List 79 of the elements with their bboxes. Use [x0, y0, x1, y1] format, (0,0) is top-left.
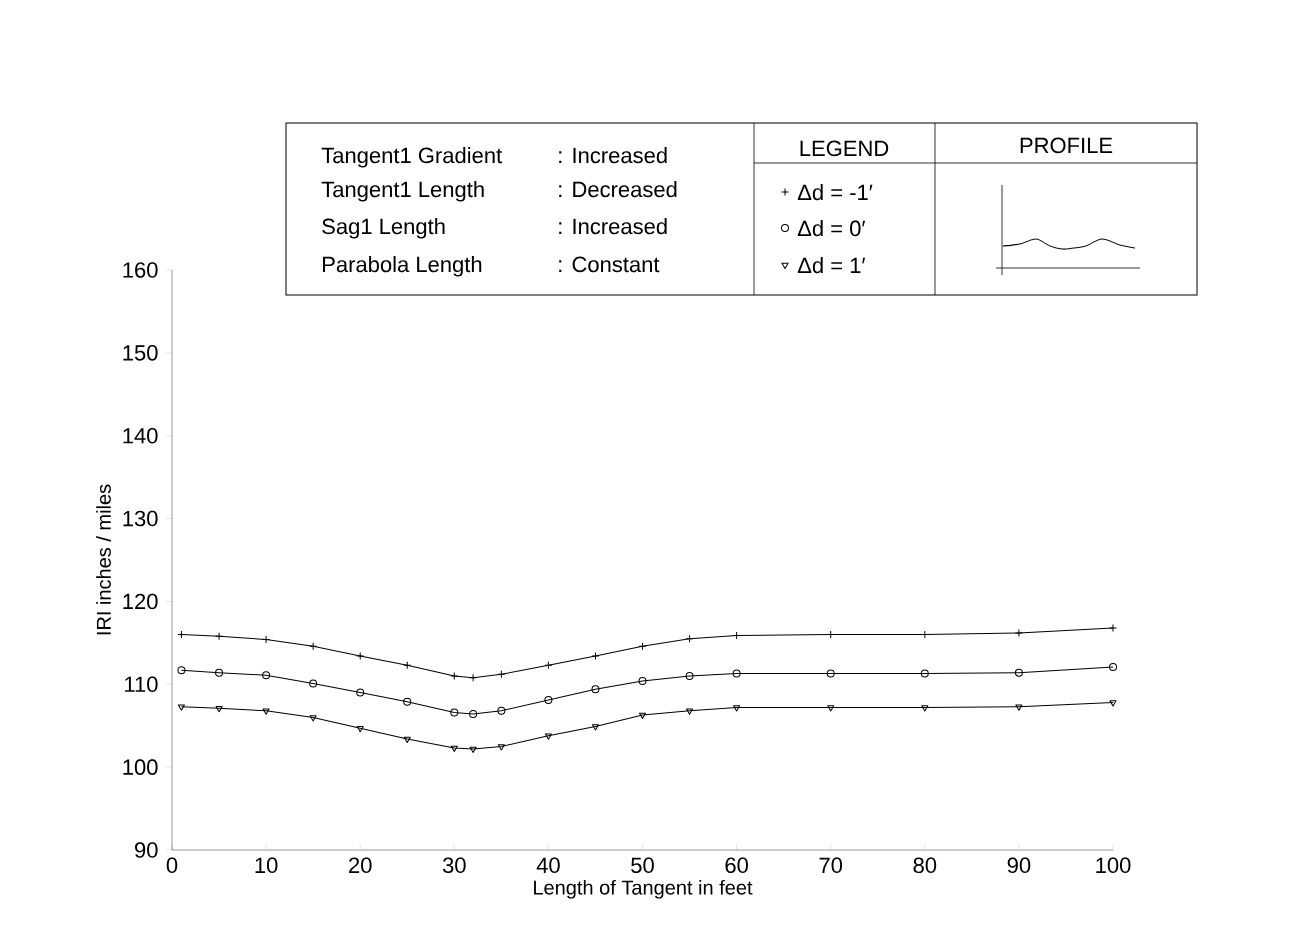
x-tick-label: 40: [536, 857, 560, 874]
point: [544, 733, 552, 740]
point: [1014, 628, 1023, 637]
point: [544, 696, 553, 705]
point: [215, 632, 224, 641]
x-tick-label: 60: [725, 857, 748, 874]
point: [469, 746, 477, 753]
y-tick-label: 160: [123, 262, 158, 278]
point: [497, 670, 506, 679]
point: [1014, 668, 1023, 677]
y-axis-title: IRI inches / miles: [96, 484, 111, 635]
point: [591, 724, 599, 731]
x-tick-label: 90: [1007, 857, 1031, 874]
point: [450, 745, 458, 753]
x-tick-label: 30: [442, 857, 466, 874]
point: [920, 669, 929, 678]
point: [921, 705, 929, 712]
point: [638, 712, 647, 719]
point: [469, 710, 478, 719]
legend-label: Δd = 0′: [797, 220, 866, 237]
text: Tangent1 Length: [321, 181, 484, 202]
point: [686, 708, 694, 715]
annotation: Parabola Length: [323, 256, 482, 277]
point: [356, 688, 365, 697]
point: [732, 669, 741, 678]
point: [177, 704, 185, 711]
point: [356, 725, 364, 733]
y-tick-label: 140: [123, 427, 158, 444]
point: [1109, 662, 1118, 671]
point: [215, 706, 223, 713]
point: [497, 706, 506, 715]
text: : Decreased: [559, 181, 677, 198]
x-tick-label: 10: [255, 857, 278, 874]
point: [1109, 623, 1118, 632]
point: [469, 673, 478, 682]
point: [826, 669, 835, 678]
y-tick-label: 120: [123, 593, 158, 610]
y-tick-label: 110: [125, 676, 158, 693]
x-tick-label: 70: [819, 857, 843, 874]
x-tick-label: 100: [1096, 857, 1131, 874]
point: [215, 668, 224, 677]
text: PROFILE: [1020, 137, 1113, 154]
point: [1015, 704, 1023, 711]
point: [450, 708, 459, 717]
point: [262, 708, 270, 715]
y-tick-label: 150: [123, 345, 158, 361]
x-tick-label: 50: [631, 857, 654, 874]
point: [177, 666, 186, 675]
point: [733, 705, 741, 712]
point: [356, 652, 365, 661]
point: [827, 705, 835, 712]
text: : Increased: [559, 218, 667, 235]
point: [403, 697, 412, 706]
point: [403, 736, 411, 743]
legend-label: Δd = 1′: [797, 257, 866, 274]
point: [262, 671, 271, 680]
legend-title: LEGEND: [800, 140, 889, 157]
point: [591, 652, 600, 661]
text: Sag1 Length: [322, 218, 445, 239]
point: [591, 685, 600, 694]
text: Tangent1 Gradient: [321, 147, 503, 168]
point: [685, 672, 694, 680]
point: [309, 679, 318, 688]
point: [544, 661, 553, 670]
y-tick-label: 90: [135, 842, 158, 858]
x-tick-label: 20: [349, 857, 372, 874]
annotation: : Constant: [559, 256, 660, 273]
y-tick-label: 130: [123, 510, 158, 527]
point: [497, 744, 505, 751]
y-tick-label: 100: [123, 759, 158, 775]
point: [450, 672, 459, 680]
point: [309, 715, 317, 722]
x-tick-label: 80: [913, 857, 937, 874]
point: [1109, 700, 1117, 707]
legend-label: Δd = -1′: [797, 184, 873, 201]
x-tick-label: 0: [166, 857, 178, 874]
x-axis-title: Length of Tangent in feet: [534, 879, 753, 899]
point: [638, 676, 647, 685]
text: : Increased: [559, 147, 667, 164]
